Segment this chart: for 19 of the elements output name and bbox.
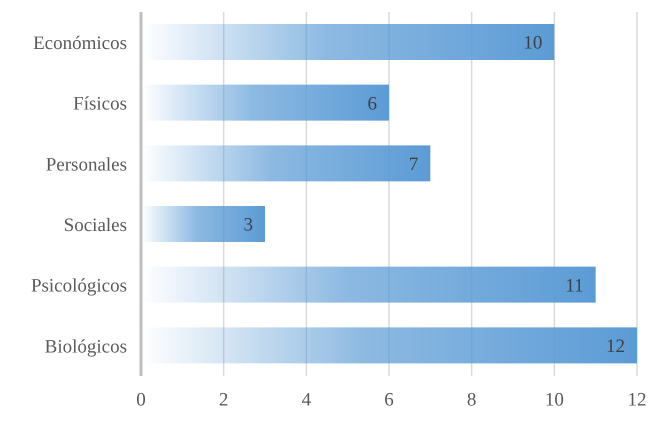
data-label: 10 [523,32,542,54]
x-tick-label: 8 [466,389,476,410]
x-tick-label: 10 [544,389,564,410]
data-label: 7 [408,154,418,176]
y-tick-label: Psicológicos [30,276,127,297]
y-tick-label: Biológicos [44,336,127,358]
data-label: 6 [368,93,377,114]
x-tick-label: 12 [628,389,646,410]
data-label: 11 [565,275,584,296]
y-tick-label: Sociales [64,215,127,236]
y-tick-label: Personales [46,154,127,176]
x-tick-label: 4 [302,389,312,410]
x-tick-label: 2 [218,389,228,410]
y-tick-label: Económicos [33,33,127,54]
data-label: 12 [606,336,625,358]
x-tick-label: 6 [384,389,394,410]
x-tick-label: 0 [136,389,146,410]
y-tick-label: Físicos [73,94,127,115]
data-label: 3 [244,214,253,236]
